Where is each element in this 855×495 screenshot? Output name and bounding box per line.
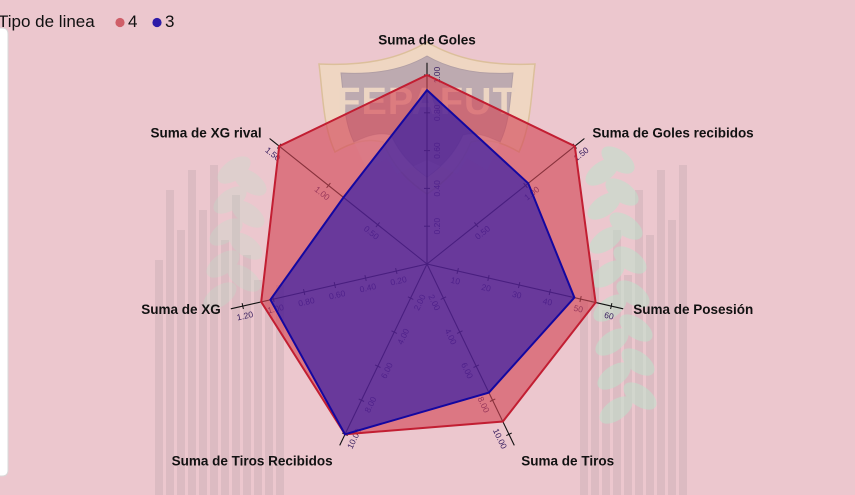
svg-text:Suma de XG rival: Suma de XG rival [151, 126, 262, 141]
svg-text:Suma de Tiros Recibidos: Suma de Tiros Recibidos [172, 453, 333, 468]
svg-text:Suma de XG: Suma de XG [141, 302, 221, 317]
svg-text:Suma de Goles recibidos: Suma de Goles recibidos [592, 126, 753, 141]
svg-text:3: 3 [165, 12, 174, 31]
svg-text:Suma de Tiros: Suma de Tiros [521, 453, 614, 468]
svg-text:Tipo de linea: Tipo de linea [0, 12, 95, 31]
svg-text:4: 4 [128, 12, 137, 31]
svg-text:Suma de Posesión: Suma de Posesión [633, 302, 753, 317]
svg-text:Suma de Goles: Suma de Goles [378, 33, 476, 48]
